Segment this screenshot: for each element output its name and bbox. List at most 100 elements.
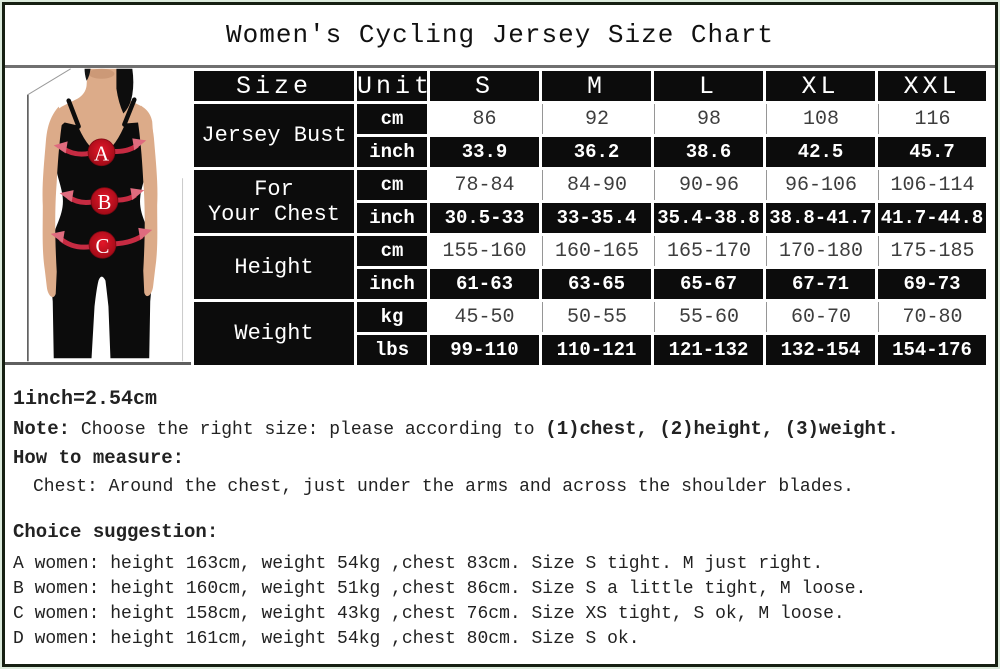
arrow-head-icon	[132, 138, 147, 151]
size-value-cell: 78-84	[430, 170, 539, 200]
conversion-note: 1inch=2.54cm	[13, 388, 158, 411]
column-header-l: L	[654, 71, 763, 101]
size-value-cell: 108	[766, 104, 875, 134]
size-value-cell: 155-160	[430, 236, 539, 266]
size-note: Note: Choose the right size: please acco…	[13, 418, 989, 440]
chest-measure-line: Chest: Around the chest, just under the …	[33, 477, 854, 497]
arrow-head-icon	[50, 230, 65, 243]
table-header-row: Size Unit S M L XL XXL	[194, 71, 986, 101]
size-value-cell: 55-60	[654, 302, 763, 332]
size-value-cell: 42.5	[766, 137, 875, 167]
column-header-xl: XL	[766, 71, 875, 101]
column-header-s: S	[430, 71, 539, 101]
size-value-cell: 41.7-44.8	[878, 203, 986, 233]
measurement-label: Weight	[194, 302, 354, 365]
size-value-cell: 154-176	[878, 335, 986, 365]
label-badge-c	[88, 231, 117, 259]
choice-suggestion-line: B women: height 160cm, weight 51kg ,ches…	[13, 579, 867, 599]
arrow-head-icon	[138, 227, 153, 240]
size-chart-table: Size Unit S M L XL XXL Jersey Bust cm 86 92 98 108 1…	[191, 68, 989, 368]
size-value-cell: 70-80	[878, 302, 986, 332]
table-row: Height cm 155-160 160-165 165-170 170-180 175-…	[194, 236, 986, 299]
measurement-label: Height	[194, 236, 354, 299]
column-header-m: M	[542, 71, 651, 101]
page-title: Women's Cycling Jersey Size Chart	[226, 20, 774, 50]
size-value-cell: 86	[430, 104, 539, 134]
size-value-cell: 67-71	[766, 269, 875, 299]
size-value-cell: 165-170	[654, 236, 763, 266]
label-badge-b	[90, 187, 119, 215]
size-value-cell: 45.7	[878, 137, 986, 167]
size-value-cell: 170-180	[766, 236, 875, 266]
model-hair	[116, 68, 134, 114]
unit-cell: inch	[357, 203, 427, 233]
size-value-cell: 98	[654, 104, 763, 134]
size-value-cell: 63-65	[542, 269, 651, 299]
table-row: For Your Chest cm 78-84 84-90 90-96 96-106 106-…	[194, 170, 986, 233]
how-to-measure-title: How to measure:	[13, 447, 185, 469]
unit-cell: cm	[357, 170, 427, 200]
size-value-cell: 35.4-38.8	[654, 203, 763, 233]
photo-corner-edge	[27, 68, 71, 96]
arrow-label-b: B	[97, 190, 111, 214]
table-row: inch 61-63 63-65 65-67 67-71 69-73	[194, 269, 986, 299]
size-value-cell: 50-55	[542, 302, 651, 332]
size-value-cell: 60-70	[766, 302, 875, 332]
size-value-cell: 69-73	[878, 269, 986, 299]
column-header-size: Size	[194, 71, 354, 101]
waist-arrow-b: B	[59, 187, 145, 215]
model-left-arm	[42, 106, 63, 298]
choice-suggestion-list: A women: height 163cm, weight 54kg ,ches…	[13, 552, 989, 652]
note-prefix: Note:	[13, 418, 71, 440]
right-strap	[122, 97, 137, 127]
model-photo: A B C	[5, 68, 191, 365]
arrow-label-a: A	[94, 141, 109, 165]
size-value-cell: 33.9	[430, 137, 539, 167]
size-value-cell: 33-35.4	[542, 203, 651, 233]
label-badge-a	[87, 138, 116, 167]
measurement-label: For Your Chest	[194, 170, 354, 233]
chin-shadow	[88, 68, 115, 79]
size-value-cell: 110-121	[542, 335, 651, 365]
table-row: inch 30.5-33 33-35.4 35.4-38.8 38.8-41.7 41.7…	[194, 203, 986, 233]
size-value-cell: 45-50	[430, 302, 539, 332]
size-value-cell: 90-96	[654, 170, 763, 200]
column-header-xxl: XXL	[878, 71, 986, 101]
size-value-cell: 61-63	[430, 269, 539, 299]
table-row: Jersey Bust cm 86 92 98 108 116	[194, 104, 986, 167]
model-hair-strand	[84, 68, 91, 81]
unit-cell: inch	[357, 137, 427, 167]
arrow-label-c: C	[96, 234, 110, 258]
title-bar: Women's Cycling Jersey Size Chart	[5, 5, 995, 68]
note-body: Choose the right size: please according …	[70, 420, 546, 440]
size-value-cell: 160-165	[542, 236, 651, 266]
note-emphasis: (1)chest, (2)height, (3)weight.	[545, 418, 899, 440]
unit-cell: kg	[357, 302, 427, 332]
unit-cell: lbs	[357, 335, 427, 365]
size-value-cell: 106-114	[878, 170, 986, 200]
table-row: inch 33.9 36.2 38.6 42.5 45.7	[194, 137, 986, 167]
unit-cell: inch	[357, 269, 427, 299]
column-header-unit: Unit	[357, 71, 427, 101]
size-value-cell: 121-132	[654, 335, 763, 365]
model-figure: A B C	[27, 68, 184, 362]
size-value-cell: 132-154	[766, 335, 875, 365]
arrow-head-icon	[59, 190, 74, 203]
hip-arrow-c: C	[50, 227, 153, 259]
choice-suggestion-line: C women: height 158cm, weight 43kg ,ches…	[13, 604, 845, 624]
table-row: Weight kg 45-50 50-55 55-60 60-70 70-80	[194, 302, 986, 365]
size-value-cell: 65-67	[654, 269, 763, 299]
unit-cell: cm	[357, 104, 427, 134]
size-value-cell: 99-110	[430, 335, 539, 365]
choice-suggestion-line: A women: height 163cm, weight 54kg ,ches…	[13, 554, 824, 574]
size-value-cell: 92	[542, 104, 651, 134]
left-strap	[66, 98, 81, 129]
table-row: lbs 99-110 110-121 121-132 132-154 154-176	[194, 335, 986, 365]
unit-cell: cm	[357, 236, 427, 266]
choice-suggestion-line: D women: height 161cm, weight 54kg ,ches…	[13, 629, 640, 649]
arrow-head-icon	[130, 188, 145, 201]
main-area: A B C	[5, 68, 995, 368]
size-value-cell: 116	[878, 104, 986, 134]
size-value-cell: 36.2	[542, 137, 651, 167]
